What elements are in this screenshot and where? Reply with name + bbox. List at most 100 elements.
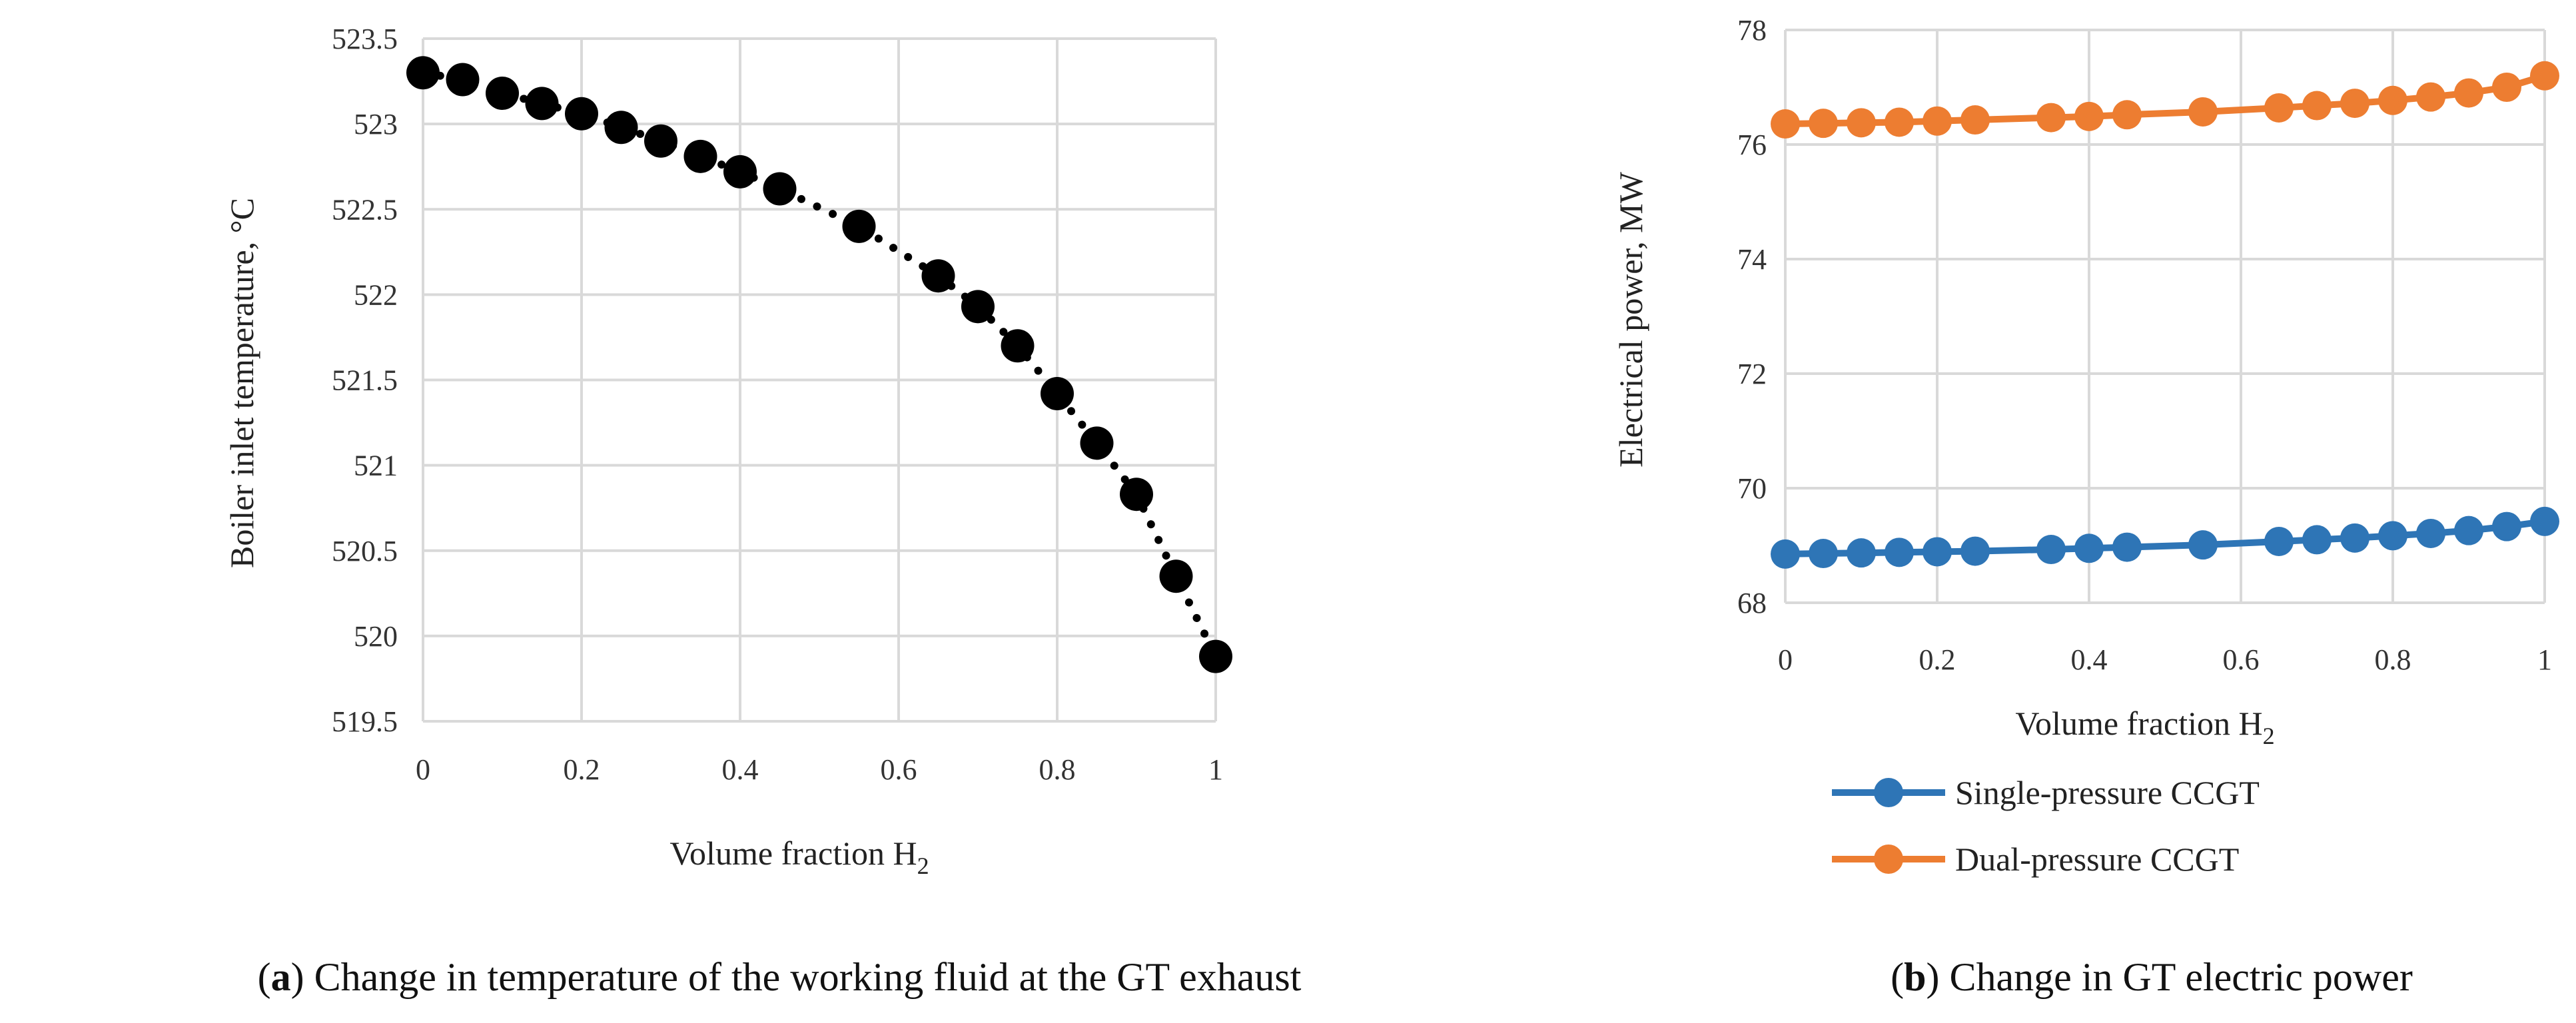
panel-a-data-point	[1159, 559, 1193, 593]
panel-a-data-point	[1080, 426, 1114, 460]
panel-b-data-point	[1960, 536, 1990, 566]
panel-b-legend-swatch-marker	[1874, 778, 1903, 807]
panel-b-data-point	[1771, 539, 1800, 569]
panel-a-y-tick-label: 520	[354, 620, 398, 653]
panel-b-x-axis-title: Volume fraction H2	[2015, 705, 2274, 749]
panel-b-data-point	[1847, 538, 1876, 568]
panel-b-data-point	[2530, 506, 2559, 536]
panel-b-y-tick-label: 78	[1737, 14, 1767, 47]
panel-a-data-point	[961, 290, 995, 324]
panel-b-series-single-pressure	[1771, 506, 2559, 569]
panel-b-data-point	[1771, 109, 1800, 139]
panel-a-caption-text: Change in temperature of the working flu…	[314, 955, 1302, 999]
panel-a-y-tick-label: 523	[354, 108, 398, 141]
panel-a-caption: (a) Change in temperature of the working…	[258, 955, 1302, 999]
panel-b-x-tick-label: 0.2	[1919, 643, 1956, 676]
panel-b-x-tick-label: 0.6	[2223, 643, 2260, 676]
panel-a-data-point	[921, 259, 955, 293]
panel-b-legend: Single-pressure CCGT Dual-pressure CCGT	[1832, 774, 2260, 878]
panel-a-data-point	[763, 172, 797, 206]
panel-b-data-point	[2340, 523, 2369, 553]
panel-a-data-point	[406, 56, 440, 90]
panel-a-x-tick-labels: 0 0.2 0.4 0.6 0.8 1	[416, 753, 1223, 786]
panel-b-y-tick-label: 76	[1737, 129, 1767, 161]
panel-b-x-tick-label: 1	[2537, 643, 2552, 676]
panel-a-x-tick-label: 0.8	[1039, 753, 1076, 786]
panel-b-data-point	[2302, 525, 2332, 555]
panel-a-y-tick-label: 522	[354, 278, 398, 311]
panel-b-x-axis-title-subscript: 2	[2263, 723, 2275, 749]
panel-b-legend-label: Single-pressure CCGT	[1955, 774, 2260, 811]
panel-a-x-tick-label: 0	[416, 753, 430, 786]
panel-b-data-point	[2378, 521, 2407, 551]
panel-b-data-point	[2416, 518, 2445, 548]
panel-b-x-tick-labels: 0 0.2 0.4 0.6 0.8 1	[1778, 643, 2552, 676]
panel-a-data-point	[842, 209, 876, 243]
panel-a-y-tick-label: 521	[354, 450, 398, 482]
panel-b-x-tick-label: 0.4	[2071, 643, 2108, 676]
panel-b-data-point	[2188, 97, 2218, 127]
panel-a-x-tick-label: 0.4	[722, 753, 759, 786]
panel-a-data-point	[1120, 478, 1153, 512]
panel-b-y-tick-label: 70	[1737, 472, 1767, 505]
panel-b-data-point	[2454, 78, 2483, 108]
panel-b-data-point	[2416, 82, 2445, 112]
panel-b-data-point	[1809, 109, 1838, 139]
panel-a-data-point	[525, 87, 559, 121]
panel-a-gridlines	[422, 37, 1217, 723]
panel-a-data-point	[644, 124, 677, 158]
panel-b-x-tick-label: 0.8	[2375, 643, 2411, 676]
panel-b-series	[1771, 61, 2559, 569]
panel-b-data-point	[2492, 512, 2521, 541]
panel-b-data-point	[2264, 526, 2294, 556]
panel-b-data-point	[2340, 89, 2369, 119]
panel-a-x-axis-title: Volume fraction H2	[669, 835, 929, 879]
panel-b-chart: 68 70 72 74 76 78 0 0.2 0.4 0.6 0.8 1 Electrical p…	[1612, 14, 2559, 999]
panel-b-caption-text: Change in GT electric power	[1950, 955, 2413, 999]
panel-a-data-point	[1001, 329, 1035, 363]
panel-b-data-point	[1923, 106, 1952, 136]
panel-a-data-point	[723, 155, 757, 188]
panel-a-x-axis-title-subscript: 2	[917, 852, 929, 879]
panel-a-x-tick-label: 0.6	[881, 753, 917, 786]
panel-a-data-point	[446, 63, 480, 97]
panel-b-data-point	[1960, 105, 1990, 135]
panel-b-data-point	[2074, 101, 2104, 131]
panel-b-data-point	[2112, 532, 2142, 562]
panel-a-x-axis-title-main: Volume fraction H	[669, 835, 917, 872]
panel-b-data-point	[1885, 537, 1914, 567]
panel-a-dotted-trendline	[419, 69, 1220, 661]
panel-b-x-tick-label: 0	[1778, 643, 1793, 676]
panel-b-y-tick-label: 68	[1737, 587, 1767, 619]
panel-a-data-point	[486, 77, 519, 110]
panel-b-legend-label: Dual-pressure CCGT	[1955, 841, 2239, 878]
panel-b-legend-item: Dual-pressure CCGT	[1832, 841, 2239, 878]
panel-b-data-point	[2302, 91, 2332, 121]
panel-a-y-tick-label: 519.5	[332, 705, 398, 738]
panel-b-data-point	[2112, 100, 2142, 130]
panel-b-letter: b	[1904, 955, 1926, 999]
panel-a-x-tick-label: 0.2	[564, 753, 600, 786]
panel-b-series-dual-pressure	[1771, 61, 2559, 139]
panel-b-data-point	[2378, 85, 2407, 115]
panel-a-x-tick-label: 1	[1208, 753, 1223, 786]
panel-a-data-points	[406, 56, 1232, 673]
panel-b-data-point	[2074, 533, 2104, 563]
panel-a-data-point	[604, 111, 638, 145]
panel-b-data-point	[2530, 61, 2559, 91]
panel-a-y-tick-label: 523.5	[332, 23, 398, 55]
panel-b-data-point	[2454, 515, 2483, 545]
panel-a-y-tick-label: 520.5	[332, 535, 398, 567]
panel-b-y-tick-labels: 68 70 72 74 76 78	[1737, 14, 1767, 619]
panel-b-data-point	[2036, 535, 2066, 565]
panel-b-data-point	[2264, 93, 2294, 123]
panel-b-data-point	[1885, 107, 1914, 137]
panel-b-caption: (b) Change in GT electric power	[1891, 955, 2413, 999]
panel-a-y-tick-labels: 519.5 520 520.5 521 521.5 522 522.5 523 523.5	[332, 23, 398, 738]
panel-a-data-point	[1041, 377, 1074, 410]
panel-a-y-tick-label: 522.5	[332, 193, 398, 226]
panel-a-data-point	[1199, 639, 1232, 673]
panel-b-x-axis-title-main: Volume fraction H	[2015, 705, 2262, 742]
panel-a-letter: a	[271, 955, 291, 999]
